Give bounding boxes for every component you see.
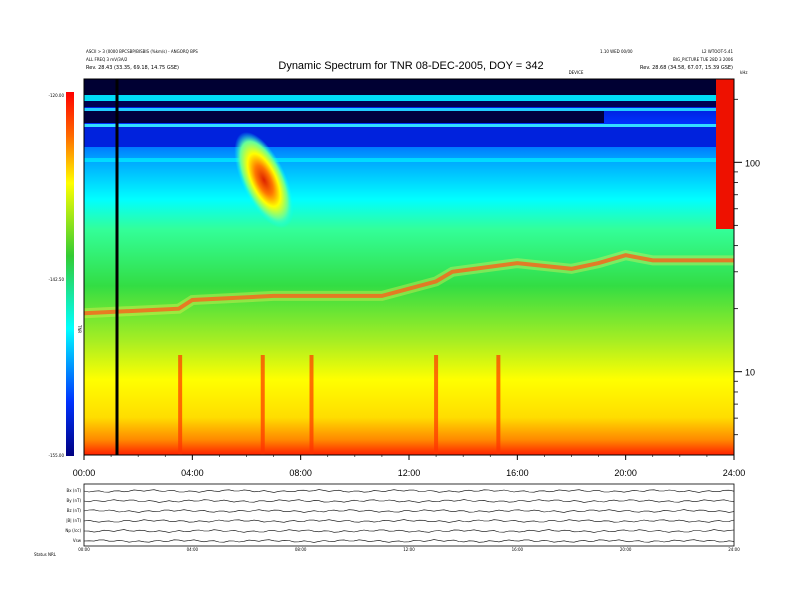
burst-spike-0: [178, 355, 183, 455]
type-iii-burst-blob: [234, 131, 294, 229]
plasma-line: [84, 253, 734, 316]
header-left-line2: ALL FREQ 3 mV/3A/2: [86, 57, 128, 62]
panel-x-tick-label: 12:00: [403, 547, 415, 552]
colorbar-mid-label: -142.50: [49, 277, 65, 282]
cyan-band-3: [84, 124, 734, 127]
burst-spike-4: [496, 355, 501, 455]
colorbar: [66, 92, 74, 456]
panel-x-tick-label: 08:00: [295, 547, 307, 552]
header-left-line1: ASCII > 3 (0000 BPCSBP/BISBIS (%km/s) - …: [86, 49, 198, 54]
panel-label-0: Bx (nT): [67, 488, 82, 493]
header-right-line2: L2 WTOOT-5.41: [702, 49, 734, 54]
panel-x-tick-label: 16:00: [512, 547, 524, 552]
panel-trace-2: [83, 509, 735, 513]
burst-spike-3: [434, 355, 439, 455]
blue-band: [84, 127, 734, 147]
data-gap-line: [115, 79, 119, 455]
y-tick-label: 100: [745, 158, 760, 168]
panel-trace-4: [83, 529, 735, 533]
header-left-line3: Rev. 28.43 (33.35, 69.18, 14.75 GSE): [86, 65, 179, 71]
panel-label-5: Vsw: [73, 538, 82, 543]
dark-band-2: [84, 101, 734, 107]
right-edge-burst: [716, 79, 734, 229]
panel-x-tick-label: 00:00: [78, 547, 90, 552]
panel-x-tick-label: 20:00: [620, 547, 632, 552]
chart-title: Dynamic Spectrum for TNR 08-DEC-2005, DO…: [278, 60, 543, 72]
panel-trace-1: [83, 499, 735, 503]
footer-status: Status NRL: [34, 552, 57, 557]
x-axis: 00:00 04:00 08:00 12:00 16:00 20:00 24:00: [73, 455, 746, 478]
dark-band-3: [84, 111, 604, 123]
x-tick-label: 16:00: [506, 468, 529, 478]
burst-spike-2: [309, 355, 314, 455]
device-label: DEVICE: [569, 70, 584, 75]
header-right-line1: 1.10 WED 00/00: [600, 49, 633, 54]
burst-spike-1: [260, 355, 265, 455]
cyan-band-1: [84, 95, 734, 101]
burst-group: [178, 355, 501, 455]
x-tick-label: 08:00: [289, 468, 312, 478]
colorbar-side-label: TNR: [77, 324, 82, 333]
x-tick-label: 20:00: [614, 468, 637, 478]
x-tick-label: 00:00: [73, 468, 96, 478]
cyan-band-4: [84, 158, 734, 162]
panel-trace-5: [83, 539, 735, 543]
panel-label-2: Bz (nT): [67, 508, 82, 513]
panel-trace-0: [83, 489, 735, 493]
bottom-panels: Bx (nT) By (nT) Bz (nT) |B| (nT) Np (/cc) Vsw…: [65, 483, 740, 552]
spectrogram: [84, 79, 734, 455]
panel-x-tick-label: 24:00: [728, 547, 740, 552]
top-dark-band: [84, 79, 734, 95]
x-tick-label: 04:00: [181, 468, 204, 478]
panel-x-tick-label: 04:00: [187, 547, 199, 552]
y-axis-unit: kHz: [740, 70, 747, 75]
x-tick-label: 12:00: [398, 468, 421, 478]
plasma-line-halo: [84, 250, 734, 319]
y-axis: kHz 10 100: [734, 70, 760, 436]
colorbar-max-label: -120.00: [49, 93, 65, 98]
header-right-line4: Rev. 28.68 (34.58, 67.07, 15.39 GSE): [640, 65, 733, 71]
panel-label-1: By (nT): [67, 498, 82, 503]
y-tick-label: 10: [745, 368, 755, 378]
header-right-line3: BIG_PICTURE TUE 28D 3 2006: [673, 57, 733, 62]
cyan-band-2: [84, 108, 734, 111]
panel-trace-3: [83, 519, 735, 523]
bottom-panel-frame: [83, 483, 735, 547]
colorbar-min-label: -155.00: [49, 453, 65, 458]
panel-label-3: |B| (nT): [66, 518, 81, 523]
x-tick-label: 24:00: [723, 468, 746, 478]
panel-label-4: Np (/cc): [65, 528, 81, 533]
